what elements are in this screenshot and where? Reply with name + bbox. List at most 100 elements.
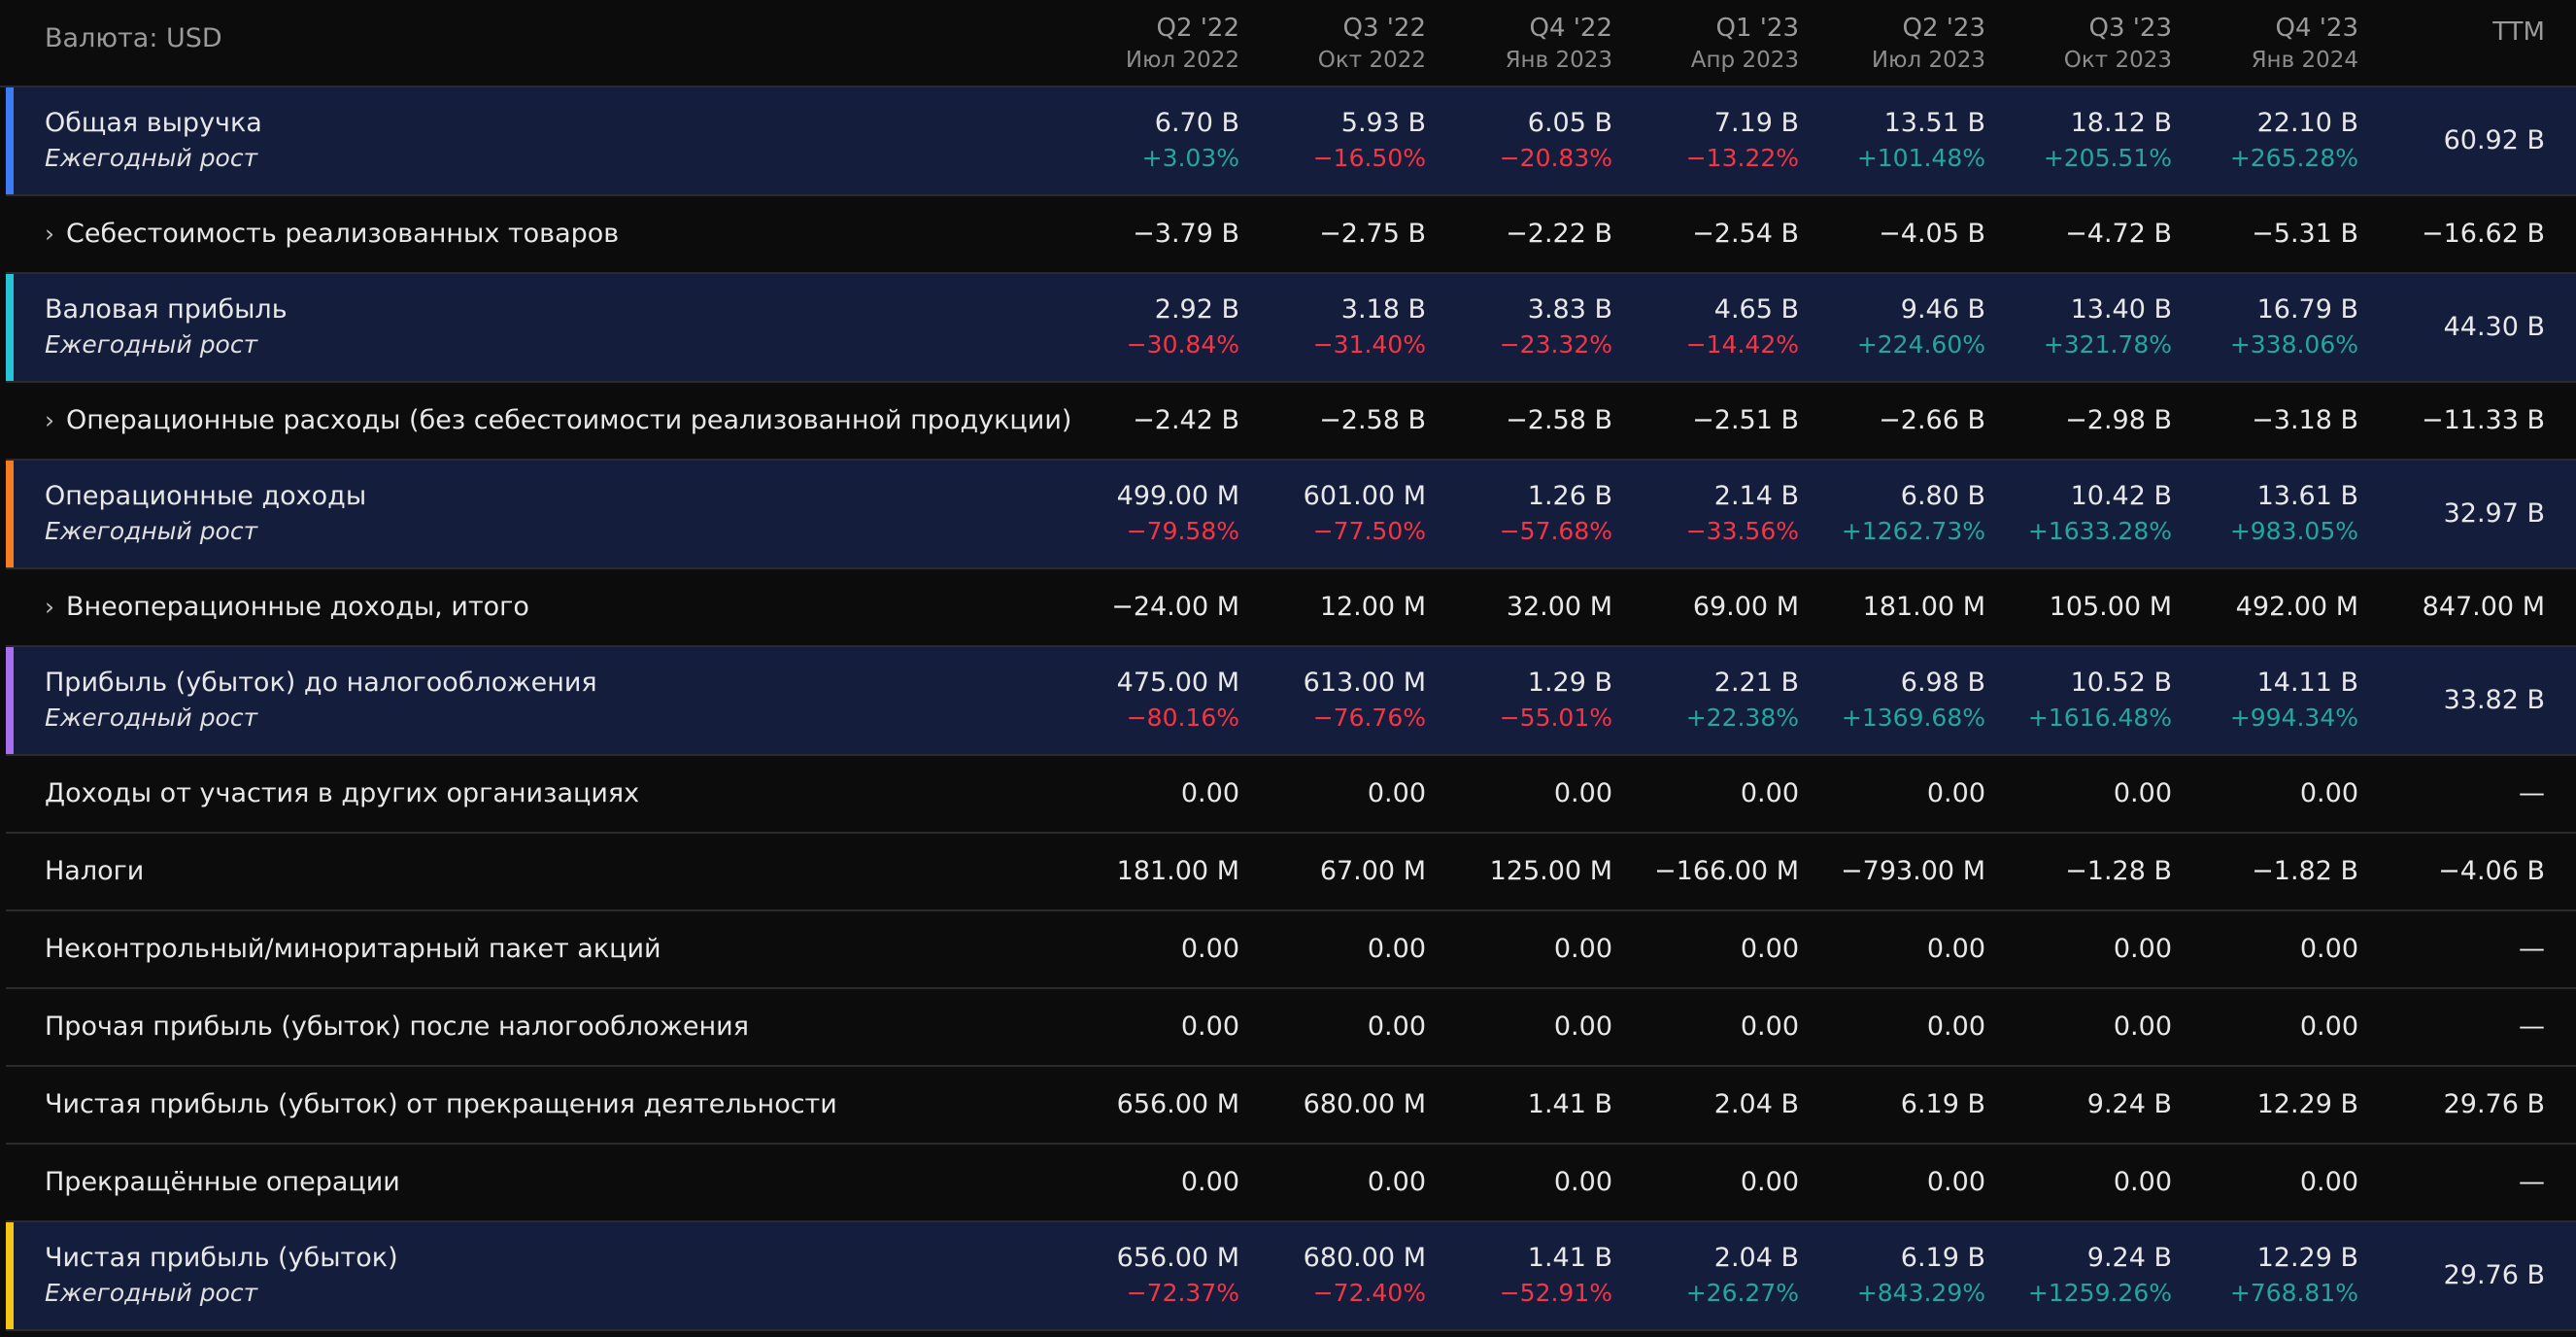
table-row: Чистая прибыль (убыток) Ежегодный рост 656…	[6, 1222, 2576, 1331]
row-title[interactable]: › Себестоимость реализованных товаров	[45, 217, 619, 252]
row-subtitle: Ежегодный рост	[45, 703, 258, 732]
table-cell: 22.10 B +265.28%	[2230, 106, 2358, 176]
table-cell: 656.00 M	[1117, 1087, 1239, 1122]
row-label: › Операционные расходы (без себестоимости…	[45, 403, 1071, 438]
cell-value: 12.00 M	[1319, 592, 1426, 622]
row-title: Неконтрольный/миноритарный пакет акций	[45, 934, 661, 964]
table-cell: 680.00 M −72.40%	[1304, 1241, 1426, 1311]
table-cell: 16.79 B +338.06%	[2230, 292, 2358, 362]
cell-value: 18.12 B	[2070, 108, 2172, 138]
table-cell: 6.98 B +1369.68%	[1842, 666, 1985, 736]
table-cell: −2.54 B	[1692, 217, 1799, 252]
table-cell: −3.79 B	[1133, 217, 1239, 252]
cell-value: 847.00 M	[2422, 592, 2545, 622]
table-cell: 13.40 B +321.78%	[2044, 292, 2172, 362]
growth-value: −30.84%	[1126, 330, 1239, 359]
table-cell: 32.97 B	[2444, 497, 2545, 531]
growth-value: −80.16%	[1126, 703, 1239, 732]
row-accent-bar	[6, 461, 14, 567]
table-row[interactable]: › Операционные расходы (без себестоимости…	[6, 383, 2576, 461]
cell-value: 0.00	[1926, 778, 1985, 808]
growth-value: +321.78%	[2043, 330, 2172, 359]
row-label: Прекращённые операции	[45, 1165, 400, 1200]
table-cell: 125.00 M	[1490, 854, 1612, 889]
column-header: Q3 '22 Окт 2022	[1318, 12, 1426, 76]
table-cell: 4.65 B −14.42%	[1686, 292, 1799, 362]
table-cell: 0.00	[1927, 1010, 1985, 1045]
currency-label: Валюта: USD	[45, 23, 222, 53]
table-cell: 1.29 B −55.01%	[1500, 666, 1612, 736]
column-period: Q3 '23	[2088, 14, 2172, 43]
growth-value: +26.27%	[1685, 1279, 1799, 1307]
table-cell: 0.00	[1554, 1165, 1612, 1200]
table-row: Общая выручка Ежегодный рост 6.70 B +3.03% 5…	[6, 87, 2576, 196]
cell-value: 0.00	[1926, 934, 1985, 964]
cell-value: −4.72 B	[2065, 219, 2172, 249]
growth-value: −31.40%	[1312, 330, 1426, 359]
growth-value: +1616.48%	[2027, 703, 2172, 732]
chevron-right-icon[interactable]: ›	[45, 593, 54, 621]
cell-value: 0.00	[1180, 934, 1239, 964]
cell-value: 2.04 B	[1713, 1089, 1799, 1119]
table-cell: −5.31 B	[2252, 217, 2358, 252]
table-cell: 181.00 M	[1117, 854, 1239, 889]
chevron-right-icon[interactable]: ›	[45, 220, 54, 248]
table-cell: −24.00 M	[1111, 590, 1239, 625]
row-title: Налоги	[45, 856, 145, 886]
cell-value: 13.51 B	[1883, 108, 1985, 138]
table-cell: 0.00	[1927, 932, 1985, 967]
cell-value: 22.10 B	[2256, 108, 2358, 138]
table-cell: 0.00	[1368, 1165, 1426, 1200]
growth-value: −79.58%	[1126, 517, 1239, 545]
table-cell: 0.00	[2114, 776, 2172, 811]
column-header: Q4 '22 Янв 2023	[1506, 12, 1612, 76]
table-row[interactable]: › Внеоперационные доходы, итого −24.00 M 12…	[6, 569, 2576, 647]
cell-value: 0.00	[1926, 1167, 1985, 1197]
table-row: Прочая прибыль (убыток) после налогообло…	[6, 989, 2576, 1067]
table-cell: 18.12 B +205.51%	[2044, 106, 2172, 176]
cell-value: 3.18 B	[1340, 294, 1426, 325]
cell-value: 181.00 M	[1116, 856, 1239, 886]
row-title: Прекращённые операции	[45, 1167, 400, 1197]
cell-value: 69.00 M	[1692, 592, 1799, 622]
cell-value: 0.00	[2299, 1167, 2358, 1197]
table-row[interactable]: › Себестоимость реализованных товаров −3.7…	[6, 196, 2576, 274]
cell-value: 12.29 B	[2256, 1243, 2358, 1273]
cell-value: 9.46 B	[1900, 294, 1985, 325]
table-cell: 0.00	[2300, 932, 2358, 967]
cell-value: 0.00	[2299, 934, 2358, 964]
cell-value: −2.51 B	[1692, 405, 1799, 435]
table-cell: 10.42 B +1633.28%	[2028, 479, 2172, 549]
cell-value: −4.06 B	[2438, 856, 2545, 886]
table-cell: 6.80 B +1262.73%	[1842, 479, 1985, 549]
row-label: Неконтрольный/миноритарный пакет акций	[45, 932, 661, 967]
row-title: Валовая прибыль	[45, 294, 288, 325]
cell-value: 9.24 B	[2086, 1243, 2172, 1273]
table-cell: 13.51 B +101.48%	[1857, 106, 1985, 176]
cell-value: 2.14 B	[1713, 481, 1799, 511]
row-title[interactable]: › Операционные расходы (без себестоимости…	[45, 403, 1071, 438]
row-label: Общая выручка Ежегодный рост	[45, 106, 262, 176]
growth-value: −14.42%	[1685, 330, 1799, 359]
row-label: Чистая прибыль (убыток) от прекращения д…	[45, 1087, 837, 1122]
row-label: Прибыль (убыток) до налогообложения Ежего…	[45, 666, 597, 736]
table-cell: —	[2519, 1010, 2545, 1045]
row-title[interactable]: › Внеоперационные доходы, итого	[45, 590, 529, 625]
table-cell: 9.24 B	[2087, 1087, 2172, 1122]
table-row: Прибыль (убыток) до налогообложения Ежего…	[6, 647, 2576, 756]
growth-value: +1262.73%	[1841, 517, 1985, 545]
table-cell: 29.76 B	[2444, 1087, 2545, 1122]
table-cell: 9.24 B +1259.26%	[2028, 1241, 2172, 1311]
growth-value: +265.28%	[2229, 144, 2358, 172]
table-cell: 0.00	[2300, 1010, 2358, 1045]
cell-value: 16.79 B	[2256, 294, 2358, 325]
table-cell: 613.00 M −76.76%	[1304, 666, 1426, 736]
growth-value: −13.22%	[1685, 144, 1799, 172]
table-cell: 12.29 B +768.81%	[2230, 1241, 2358, 1311]
table-cell: 601.00 M −77.50%	[1304, 479, 1426, 549]
row-label: Чистая прибыль (убыток) Ежегодный рост	[45, 1241, 398, 1311]
table-cell: 0.00	[1741, 1010, 1799, 1045]
cell-value: 33.82 B	[2443, 685, 2545, 715]
chevron-right-icon[interactable]: ›	[45, 406, 54, 434]
